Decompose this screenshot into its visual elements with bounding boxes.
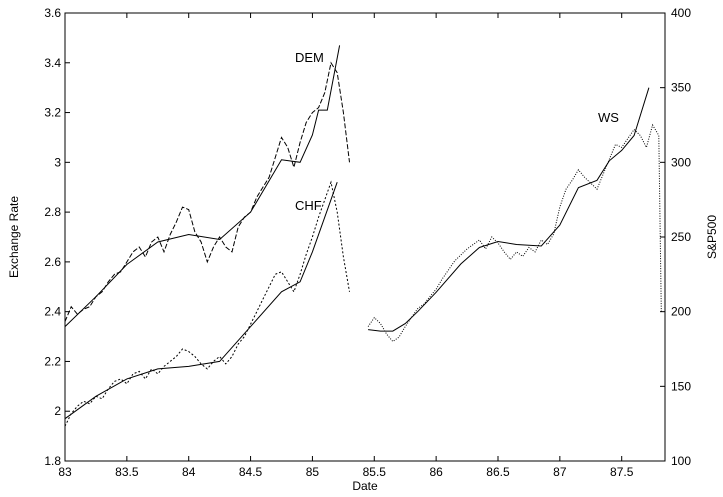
left-y-tick-label: 3.6 xyxy=(44,6,61,20)
x-tick-label: 87.5 xyxy=(610,465,634,479)
x-tick-label: 84.5 xyxy=(239,465,263,479)
right-y-tick-label: 350 xyxy=(671,81,691,95)
trend-line-ws xyxy=(368,87,650,332)
left-y-tick-label: 3 xyxy=(54,155,61,169)
left-y-tick-label: 2.6 xyxy=(44,255,61,269)
x-tick-label: 85 xyxy=(306,465,320,479)
right-y-axis-ticks: 100 150 200 250 300 350 400 xyxy=(660,6,691,468)
right-y-tick-label: 200 xyxy=(671,305,691,319)
right-y-tick-label: 300 xyxy=(671,155,691,169)
series-line-dem xyxy=(64,61,350,322)
series-label-ws: WS xyxy=(598,110,619,125)
x-tick-label: 86.5 xyxy=(486,465,510,479)
left-y-tick-label: 3.4 xyxy=(44,56,61,70)
left-y-tick-label: 2.2 xyxy=(44,354,61,368)
x-tick-label: 87 xyxy=(553,465,567,479)
left-y-axis-label: Exchange Rate xyxy=(7,196,21,278)
series-layer xyxy=(64,45,662,427)
x-tick-label: 83 xyxy=(58,465,72,479)
left-y-axis-ticks: 1.8 2 2.2 2.4 2.6 2.8 3 3.2 3.4 3.6 xyxy=(44,6,70,468)
x-axis-ticks: 83 83.5 84 84.5 85 85.5 86 86.5 87 87.5 xyxy=(58,13,634,479)
right-y-axis-label: S&P500 xyxy=(705,215,719,259)
series-line-ws xyxy=(367,123,662,343)
right-y-tick-label: 400 xyxy=(671,6,691,20)
left-y-tick-label: 2.8 xyxy=(44,205,61,219)
series-label-chf: CHF xyxy=(295,198,322,213)
series-label-dem: DEM xyxy=(295,50,324,65)
x-axis-label: Date xyxy=(352,479,378,493)
right-y-tick-label: 150 xyxy=(671,379,691,393)
trend-line-chf xyxy=(64,182,338,420)
x-tick-label: 86 xyxy=(429,465,443,479)
series-line-chf xyxy=(64,180,350,427)
right-y-tick-label: 100 xyxy=(671,454,691,468)
trend-line-dem xyxy=(64,45,341,327)
right-y-tick-label: 250 xyxy=(671,230,691,244)
left-y-tick-label: 2 xyxy=(54,404,61,418)
x-tick-label: 83.5 xyxy=(115,465,139,479)
left-y-tick-label: 1.8 xyxy=(44,454,61,468)
plot-frame xyxy=(64,12,666,462)
left-y-tick-label: 3.2 xyxy=(44,106,61,120)
left-y-tick-label: 2.4 xyxy=(44,305,61,319)
x-tick-label: 85.5 xyxy=(363,465,387,479)
x-tick-label: 84 xyxy=(182,465,196,479)
